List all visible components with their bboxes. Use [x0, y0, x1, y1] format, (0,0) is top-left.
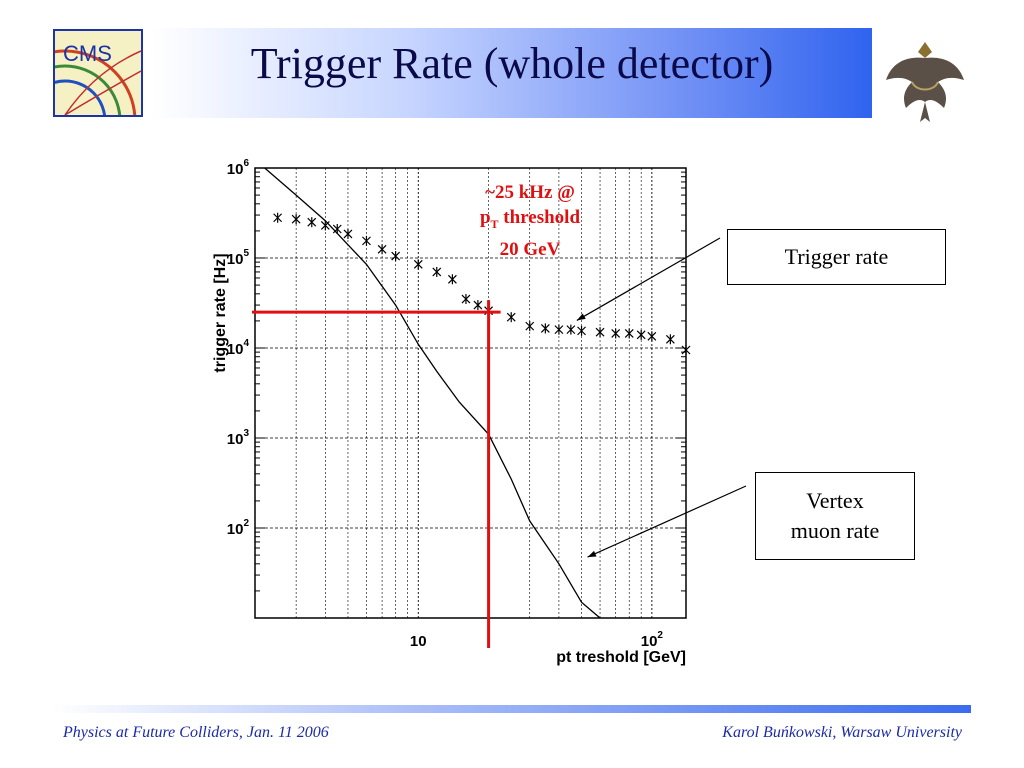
threshold-lines — [252, 300, 501, 648]
callout-arrows — [576, 237, 747, 558]
data-point-marker — [473, 300, 483, 311]
data-point-marker — [273, 212, 283, 223]
annotation-line-1: ~25 kHz @ — [485, 182, 575, 203]
vertex-callout-line-1: Vertex — [806, 488, 864, 513]
y-axis-label: trigger rate [Hz] — [212, 253, 229, 372]
data-point-marker — [636, 329, 646, 340]
title-band — [152, 28, 872, 118]
footer-right-text: Karol Buńkowski, Warsaw University — [722, 724, 962, 741]
cms-logo: CMS — [53, 29, 143, 117]
data-point-marker — [362, 235, 371, 246]
data-point-marker — [506, 312, 516, 323]
cms-logo-text: CMS — [63, 41, 112, 66]
y-tick-label: 106 — [227, 158, 250, 178]
data-series — [264, 167, 691, 619]
trigger-rate-arrow — [576, 237, 721, 321]
vertex-muon-rate-callout: Vertex muon rate — [755, 472, 915, 560]
y-tick-label: 103 — [227, 428, 250, 448]
data-point-marker — [343, 228, 353, 239]
data-point-marker — [307, 217, 317, 228]
y-tick-label: 102 — [227, 518, 250, 538]
data-point-marker — [577, 325, 586, 336]
footer-bar — [53, 705, 971, 713]
threshold-annotation: ~25 kHz @ pT threshold 20 GeV — [440, 180, 620, 262]
data-point-marker — [566, 324, 576, 335]
y-tick-label: 105 — [227, 248, 250, 268]
data-point-marker — [665, 334, 675, 345]
axis-ticks: 102 103 104 105 106 10 102 — [227, 158, 686, 650]
data-point-marker — [525, 321, 535, 332]
vertex-callout-line-2: muon rate — [790, 518, 880, 543]
data-point-marker — [447, 274, 457, 285]
plot-frame — [254, 167, 687, 619]
footer-left-text: Physics at Future Colliders, Jan. 11 200… — [63, 724, 329, 741]
data-point-marker — [461, 294, 471, 305]
slide-title: Trigger Rate (whole detector) — [250, 39, 774, 88]
annotation-line-3: 20 GeV — [499, 238, 561, 260]
data-point-marker — [413, 259, 423, 270]
y-tick-label: 104 — [227, 338, 250, 358]
trigger-rate-callout: Trigger rate — [727, 229, 946, 285]
data-point-marker — [624, 328, 634, 339]
vertex-muon-rate-arrow — [587, 485, 747, 558]
data-point-marker — [595, 327, 605, 338]
x-axis-label: pt treshold [GeV] — [556, 649, 686, 666]
vertex-muon-rate-curve — [264, 167, 601, 619]
eagle-emblem-icon — [886, 42, 964, 122]
data-point-marker — [377, 244, 387, 255]
data-point-marker — [332, 224, 342, 235]
data-point-marker — [540, 323, 550, 334]
data-point-marker — [432, 266, 442, 277]
data-point-marker — [291, 214, 301, 225]
data-point-marker — [647, 331, 657, 342]
data-point-marker — [611, 328, 621, 339]
annotation-line-2: pT threshold — [479, 207, 581, 231]
plot-grid — [254, 167, 686, 618]
trigger-rate-arrow-head — [576, 313, 586, 321]
data-point-marker — [391, 251, 401, 262]
x-tick-label: 10 — [410, 633, 427, 650]
data-point-marker — [681, 345, 691, 356]
data-point-marker — [554, 324, 564, 335]
x-tick-label: 102 — [641, 630, 664, 650]
vertex-muon-rate-arrow-head — [587, 550, 597, 558]
